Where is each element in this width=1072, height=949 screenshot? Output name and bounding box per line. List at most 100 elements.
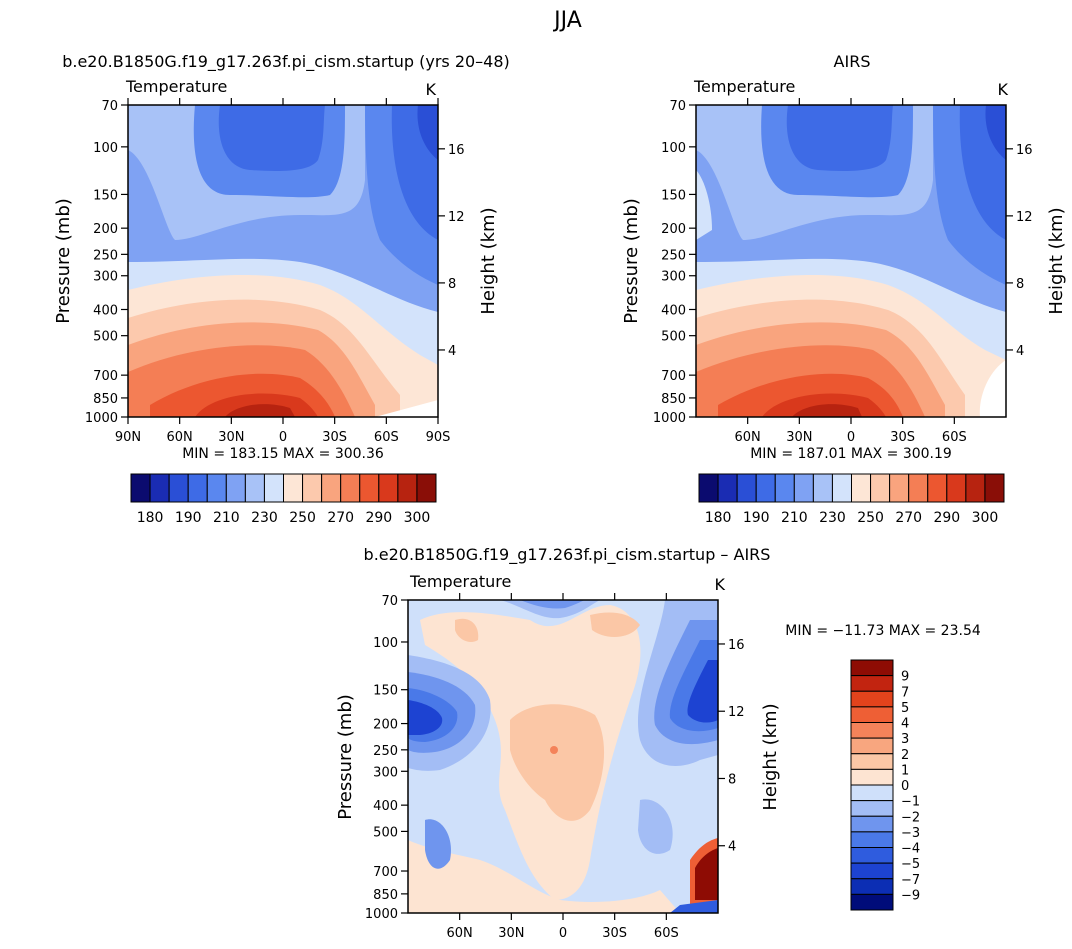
panel-model-ytick-label: 700 <box>93 369 118 384</box>
panel-diff-band <box>670 900 718 913</box>
panel-diff-ytick-label: 300 <box>373 765 398 780</box>
panel-obs-colorbar-label: 230 <box>819 510 846 526</box>
panel-model-colorbar-label: 270 <box>327 510 354 526</box>
panel-diff-colorbar-swatch <box>850 753 894 770</box>
panel-diff-band <box>500 600 600 619</box>
panel-model-ylabel: Pressure (mb) <box>53 198 74 324</box>
panel-diff-colorbar-swatch <box>850 815 894 833</box>
panel-model: b.e20.B1850G.f19_g17.263f.pi_cism.startu… <box>53 52 510 526</box>
panel-model-colorbar-swatch <box>149 473 170 503</box>
panel-model-xtick-label: 30N <box>218 430 244 445</box>
panel-diff-xtick-label: 60N <box>447 926 473 941</box>
panel-obs-colorbar-swatch <box>946 473 967 503</box>
panel-model-y2label: Height (km) <box>478 207 499 314</box>
panel-obs-colorbar-label: 210 <box>781 510 808 526</box>
panel-diff-colorbar-label: 4 <box>901 717 909 732</box>
panel-obs-colorbar-swatch <box>717 473 738 503</box>
panel-diff-colorbar-swatch <box>850 878 894 895</box>
panel-diff-ytick-label: 400 <box>373 799 398 814</box>
panel-obs-colorbar-swatch <box>736 473 757 503</box>
panel-obs-ylabel: Pressure (mb) <box>621 198 642 324</box>
panel-model-y2tick-label: 12 <box>448 210 465 225</box>
panel-model-xtick-label: 90S <box>426 430 451 445</box>
panel-diff-ytick-label: 500 <box>373 825 398 840</box>
panel-obs-colorbar: 180 190 210 230 250 270 290 300 <box>698 473 1005 526</box>
panel-diff-ytick-label: 200 <box>373 718 398 733</box>
panel-model-colorbar-label: 210 <box>213 510 240 526</box>
panel-model-ytick-label: 250 <box>93 248 118 263</box>
panel-diff-colorbar-label: −4 <box>901 842 920 857</box>
panel-obs-colorbar-swatch <box>851 473 872 503</box>
panel-diff-plot <box>407 599 719 914</box>
panel-diff-colorbar-swatch <box>850 675 894 692</box>
panel-obs-colorbar-swatch <box>870 473 891 503</box>
panel-obs-ytick-label: 150 <box>661 188 686 203</box>
panel-diff-colorbar-swatch <box>850 737 894 755</box>
panel-model-ytick-label: 300 <box>93 270 118 285</box>
panel-diff-units: K <box>715 575 726 594</box>
panel-diff-stats: MIN = −11.73 MAX = 23.54 <box>785 623 981 639</box>
panel-diff-colorbar-label: 5 <box>901 701 909 716</box>
panel-model-band <box>417 105 438 160</box>
panel-diff-ytick-label: 150 <box>373 684 398 699</box>
panel-model-band <box>225 404 295 417</box>
panel-obs-y2tick-label: 8 <box>1016 277 1024 292</box>
panel-model-y2tick-label: 4 <box>448 344 456 359</box>
panel-obs-colorbar-label: 180 <box>705 510 732 526</box>
panel-diff-colorbar-swatch <box>850 893 894 911</box>
panel-model-colorbar-swatch <box>225 473 246 503</box>
panel-diff-colorbar-label: 3 <box>901 732 909 747</box>
panel-obs-xtick-label: 60N <box>735 430 761 445</box>
panel-obs-colorbar-swatch <box>984 473 1005 503</box>
panel-obs-colorbar-label: 270 <box>895 510 922 526</box>
panel-diff-y2tick-label: 16 <box>728 638 745 653</box>
panel-obs-ytick-label: 250 <box>661 248 686 263</box>
panel-diff-colorbar-label: −3 <box>901 826 920 841</box>
panel-model-xtick-label: 60S <box>374 430 399 445</box>
panel-diff: b.e20.B1850G.f19_g17.263f.pi_cism.startu… <box>335 545 981 941</box>
panel-model-colorbar-swatch <box>263 473 284 503</box>
panel-diff-colorbar-swatch <box>850 800 894 817</box>
panel-model-colorbar-label: 180 <box>137 510 164 526</box>
panel-diff-ytick-label: 250 <box>373 744 398 759</box>
panel-model-colorbar-swatch <box>321 473 342 503</box>
panel-diff-colorbar-label: −7 <box>901 873 920 888</box>
panel-obs-y2label: Height (km) <box>1046 207 1067 314</box>
panel-obs-title: AIRS <box>834 52 871 71</box>
panel-diff-band <box>520 600 585 609</box>
panel-diff-colorbar-swatch <box>850 690 894 708</box>
panel-obs-ytick-label: 850 <box>661 392 686 407</box>
panel-diff-colorbar-swatch <box>850 706 894 723</box>
panel-obs-colorbar-swatch <box>965 473 986 503</box>
panel-diff-xtick-label: 60S <box>654 926 679 941</box>
panel-diff-ytick-label: 850 <box>373 888 398 903</box>
panel-diff-colorbar-swatch <box>850 784 894 802</box>
panel-diff-band <box>687 660 718 723</box>
panel-obs-colorbar-label: 190 <box>743 510 770 526</box>
panel-model-ytick-label: 500 <box>93 330 118 345</box>
panel-obs: AIRS Temperature K Pressure (mb) Height … <box>621 52 1067 526</box>
panel-obs-units: K <box>998 80 1009 99</box>
panel-model-variable: Temperature <box>125 77 227 96</box>
panel-diff-band <box>695 848 718 900</box>
panel-model-colorbar-swatch <box>130 473 151 503</box>
panel-diff-band <box>425 819 451 869</box>
panel-obs-colorbar-label: 290 <box>933 510 960 526</box>
panel-model-xtick-label: 30S <box>322 430 347 445</box>
panel-model-ytick-label: 850 <box>93 392 118 407</box>
panel-obs-colorbar-swatch <box>908 473 929 503</box>
panel-model-ytick-label: 100 <box>93 141 118 156</box>
panel-diff-y2tick-label: 8 <box>728 772 736 787</box>
panel-diff-colorbar-label: 2 <box>901 748 909 763</box>
panel-obs-colorbar-swatch <box>698 473 719 503</box>
panel-diff-ticks: 60N 30N 0 30S 60S 70 100 150 200 250 300 400 500 700 8… <box>365 593 745 941</box>
panel-diff-variable: Temperature <box>409 572 511 591</box>
panel-obs-y2tick-label: 4 <box>1016 344 1024 359</box>
panel-diff-colorbar-swatch <box>850 847 894 864</box>
panel-diff-ytick-label: 70 <box>381 594 398 609</box>
panel-obs-band <box>786 105 893 171</box>
panel-obs-colorbar-swatch <box>793 473 814 503</box>
panel-model-colorbar-label: 290 <box>365 510 392 526</box>
panel-obs-ytick-label: 500 <box>661 330 686 345</box>
